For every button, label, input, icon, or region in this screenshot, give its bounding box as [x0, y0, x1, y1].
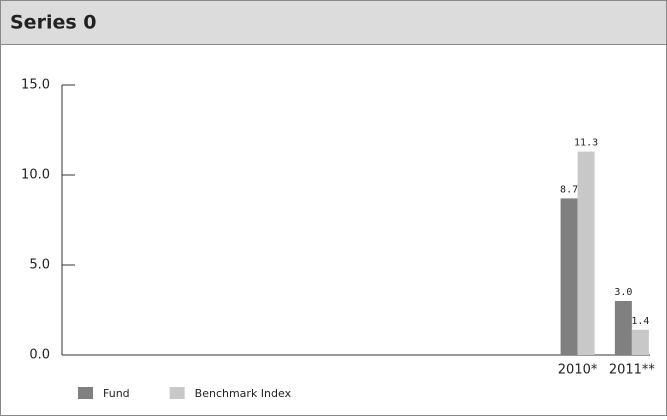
value-label: 8.7: [560, 184, 578, 195]
y-tick-label: 5.0: [29, 258, 50, 273]
header-bar: [0, 0, 667, 45]
x-tick-label: 2011**: [609, 363, 656, 378]
bar: [614, 301, 632, 355]
chart-title: Series 0: [10, 12, 96, 34]
value-label: 1.4: [631, 316, 649, 327]
value-label: 11.3: [574, 138, 598, 149]
legend-swatch: [169, 387, 185, 399]
y-tick-label: 0.0: [29, 348, 50, 363]
y-tick-label: 15.0: [21, 78, 50, 93]
legend-label: Fund: [103, 387, 130, 400]
value-label: 3.0: [614, 287, 632, 298]
bar: [631, 329, 649, 355]
bar: [560, 198, 578, 355]
legend-label: Benchmark Index: [195, 387, 292, 400]
legend-swatch: [78, 387, 93, 399]
y-tick-label: 10.0: [21, 168, 50, 183]
x-tick-label: 2010*: [558, 363, 598, 378]
bar: [577, 151, 595, 355]
